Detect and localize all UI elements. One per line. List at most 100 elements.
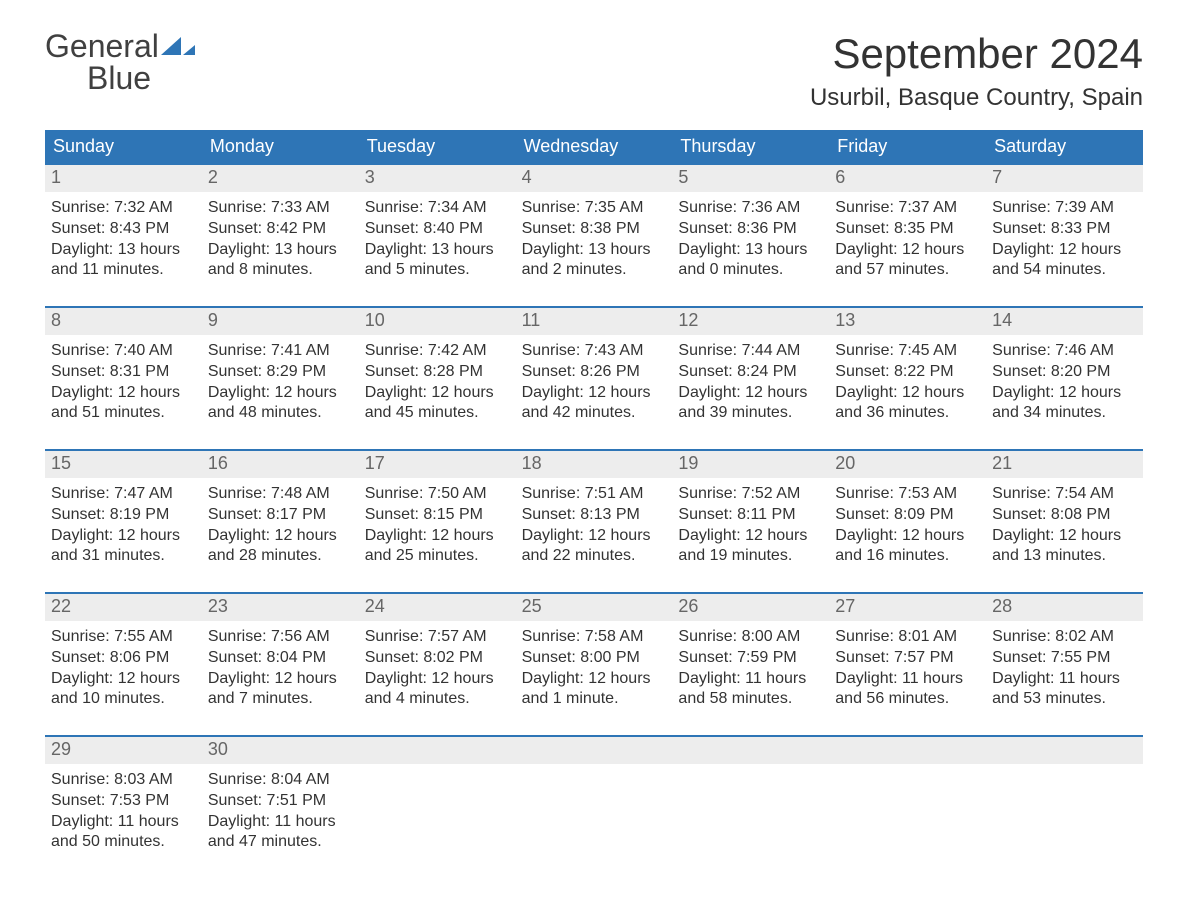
day-sunrise: Sunrise: 7:48 AM xyxy=(208,484,353,505)
day-sunset: Sunset: 8:28 PM xyxy=(365,362,510,383)
day-sunset: Sunset: 8:20 PM xyxy=(992,362,1137,383)
day-d1: Daylight: 11 hours xyxy=(678,669,823,690)
day-d2: and 22 minutes. xyxy=(522,546,667,567)
dow-thursday: Thursday xyxy=(672,130,829,163)
day-cell: Sunrise: 7:50 AMSunset: 8:15 PMDaylight:… xyxy=(359,478,516,578)
day-number: 1 xyxy=(45,165,202,192)
dow-tuesday: Tuesday xyxy=(359,130,516,163)
day-sunrise: Sunrise: 7:43 AM xyxy=(522,341,667,362)
day-d2: and 50 minutes. xyxy=(51,832,196,853)
day-sunrise: Sunrise: 7:53 AM xyxy=(835,484,980,505)
day-sunrise: Sunrise: 7:45 AM xyxy=(835,341,980,362)
dow-saturday: Saturday xyxy=(986,130,1143,163)
day-d2: and 25 minutes. xyxy=(365,546,510,567)
day-sunrise: Sunrise: 7:50 AM xyxy=(365,484,510,505)
day-d1: Daylight: 13 hours xyxy=(208,240,353,261)
day-sunset: Sunset: 8:29 PM xyxy=(208,362,353,383)
day-sunset: Sunset: 8:08 PM xyxy=(992,505,1137,526)
day-d1: Daylight: 13 hours xyxy=(51,240,196,261)
day-cell: Sunrise: 7:48 AMSunset: 8:17 PMDaylight:… xyxy=(202,478,359,578)
day-sunset: Sunset: 7:51 PM xyxy=(208,791,353,812)
day-number: 15 xyxy=(45,451,202,478)
day-sunrise: Sunrise: 7:42 AM xyxy=(365,341,510,362)
day-cell: Sunrise: 7:47 AMSunset: 8:19 PMDaylight:… xyxy=(45,478,202,578)
daynum-row: 15161718192021 xyxy=(45,451,1143,478)
day-number: 18 xyxy=(516,451,673,478)
day-number: 8 xyxy=(45,308,202,335)
month-title: September 2024 xyxy=(810,30,1143,78)
day-sunrise: Sunrise: 8:04 AM xyxy=(208,770,353,791)
day-cell: Sunrise: 7:34 AMSunset: 8:40 PMDaylight:… xyxy=(359,192,516,292)
day-sunrise: Sunrise: 7:58 AM xyxy=(522,627,667,648)
day-cell: Sunrise: 8:03 AMSunset: 7:53 PMDaylight:… xyxy=(45,764,202,864)
day-sunrise: Sunrise: 7:46 AM xyxy=(992,341,1137,362)
logo: General Blue xyxy=(45,30,197,94)
day-sunrise: Sunrise: 7:33 AM xyxy=(208,198,353,219)
day-sunrise: Sunrise: 7:44 AM xyxy=(678,341,823,362)
dow-sunday: Sunday xyxy=(45,130,202,163)
day-number: 5 xyxy=(672,165,829,192)
dow-friday: Friday xyxy=(829,130,986,163)
day-sunrise: Sunrise: 8:00 AM xyxy=(678,627,823,648)
day-d2: and 5 minutes. xyxy=(365,260,510,281)
day-sunset: Sunset: 8:38 PM xyxy=(522,219,667,240)
daynum-row: 1234567 xyxy=(45,165,1143,192)
calendar: Sunday Monday Tuesday Wednesday Thursday… xyxy=(45,130,1143,864)
day-sunrise: Sunrise: 7:55 AM xyxy=(51,627,196,648)
day-d2: and 19 minutes. xyxy=(678,546,823,567)
day-number: 4 xyxy=(516,165,673,192)
day-number: 12 xyxy=(672,308,829,335)
day-d2: and 36 minutes. xyxy=(835,403,980,424)
week-row: 22232425262728Sunrise: 7:55 AMSunset: 8:… xyxy=(45,592,1143,721)
day-d2: and 39 minutes. xyxy=(678,403,823,424)
daynum-row: 2930 xyxy=(45,737,1143,764)
day-number: 20 xyxy=(829,451,986,478)
day-sunrise: Sunrise: 7:56 AM xyxy=(208,627,353,648)
day-cell: Sunrise: 8:04 AMSunset: 7:51 PMDaylight:… xyxy=(202,764,359,864)
day-d2: and 31 minutes. xyxy=(51,546,196,567)
day-sunset: Sunset: 8:26 PM xyxy=(522,362,667,383)
day-sunrise: Sunrise: 7:54 AM xyxy=(992,484,1137,505)
day-d2: and 53 minutes. xyxy=(992,689,1137,710)
day-d1: Daylight: 11 hours xyxy=(51,812,196,833)
day-cell: Sunrise: 7:46 AMSunset: 8:20 PMDaylight:… xyxy=(986,335,1143,435)
day-number: 29 xyxy=(45,737,202,764)
day-sunset: Sunset: 8:22 PM xyxy=(835,362,980,383)
day-number: 14 xyxy=(986,308,1143,335)
day-d1: Daylight: 12 hours xyxy=(522,669,667,690)
day-d2: and 0 minutes. xyxy=(678,260,823,281)
day-sunset: Sunset: 8:17 PM xyxy=(208,505,353,526)
day-d1: Daylight: 12 hours xyxy=(51,383,196,404)
day-number: 23 xyxy=(202,594,359,621)
day-d1: Daylight: 12 hours xyxy=(208,669,353,690)
day-cell: Sunrise: 7:33 AMSunset: 8:42 PMDaylight:… xyxy=(202,192,359,292)
day-number xyxy=(359,737,516,764)
day-sunset: Sunset: 8:11 PM xyxy=(678,505,823,526)
day-d1: Daylight: 12 hours xyxy=(992,383,1137,404)
day-d1: Daylight: 12 hours xyxy=(522,526,667,547)
logo-sail-icon xyxy=(159,35,197,57)
day-d1: Daylight: 12 hours xyxy=(365,526,510,547)
day-cell: Sunrise: 7:52 AMSunset: 8:11 PMDaylight:… xyxy=(672,478,829,578)
day-cell: Sunrise: 7:44 AMSunset: 8:24 PMDaylight:… xyxy=(672,335,829,435)
day-cell: Sunrise: 7:32 AMSunset: 8:43 PMDaylight:… xyxy=(45,192,202,292)
day-number: 10 xyxy=(359,308,516,335)
day-sunrise: Sunrise: 8:03 AM xyxy=(51,770,196,791)
day-d1: Daylight: 12 hours xyxy=(51,526,196,547)
day-number: 9 xyxy=(202,308,359,335)
day-number: 28 xyxy=(986,594,1143,621)
day-cell xyxy=(986,764,1143,864)
day-d1: Daylight: 13 hours xyxy=(522,240,667,261)
day-cell: Sunrise: 7:37 AMSunset: 8:35 PMDaylight:… xyxy=(829,192,986,292)
day-d1: Daylight: 13 hours xyxy=(678,240,823,261)
day-d1: Daylight: 12 hours xyxy=(992,526,1137,547)
day-sunset: Sunset: 7:53 PM xyxy=(51,791,196,812)
day-number xyxy=(986,737,1143,764)
day-number: 26 xyxy=(672,594,829,621)
weeks-container: 1234567Sunrise: 7:32 AMSunset: 8:43 PMDa… xyxy=(45,163,1143,864)
day-number: 6 xyxy=(829,165,986,192)
day-sunrise: Sunrise: 8:02 AM xyxy=(992,627,1137,648)
day-number: 25 xyxy=(516,594,673,621)
day-d1: Daylight: 12 hours xyxy=(365,383,510,404)
daynum-row: 22232425262728 xyxy=(45,594,1143,621)
